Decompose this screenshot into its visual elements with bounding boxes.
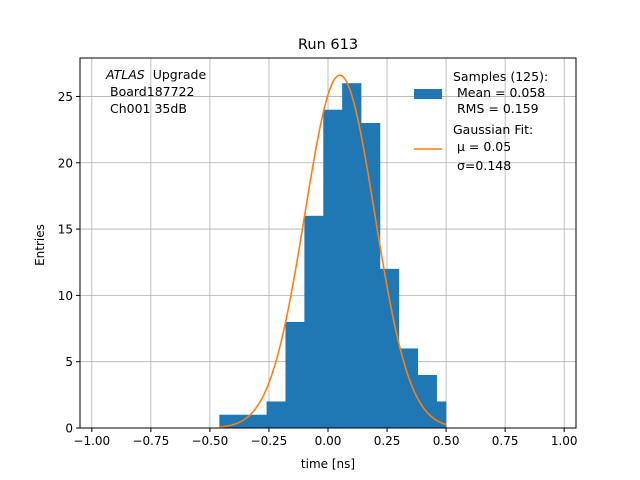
histogram-bar (379, 268, 390, 428)
y-tick-label: 15 (58, 223, 73, 237)
x-axis-label: time [ns] (301, 457, 355, 471)
legend-fit-label: Gaussian Fit: (453, 122, 533, 137)
x-tick-label: −0.25 (251, 434, 288, 448)
histogram-bar (294, 321, 305, 428)
axis-ticks: −1.00 −0.75 −0.50 −0.25 0.00 0.25 0.50 0.75 1.00… (58, 90, 578, 448)
y-tick-label: 10 (58, 289, 73, 303)
x-tick-label: 0.25 (374, 434, 401, 448)
histogram-bar (257, 414, 267, 428)
x-tick-label: 1.00 (551, 434, 578, 448)
histogram-bar (285, 321, 296, 428)
upgrade-label: Upgrade (153, 67, 207, 82)
histogram-bar (342, 83, 352, 428)
legend-fit-sigma: σ=0.148 (457, 158, 511, 173)
histogram-bar (398, 348, 409, 428)
histogram-bar (361, 122, 371, 428)
histogram-bar (313, 215, 324, 428)
y-tick-label: 0 (65, 422, 73, 436)
histogram-bar (238, 414, 248, 428)
histogram-bar (304, 215, 315, 428)
histogram-bar (323, 109, 334, 428)
histogram-bar (417, 374, 428, 428)
histogram-bar (427, 374, 437, 428)
channel-label: Ch001 35dB (110, 101, 187, 116)
histogram-bar (332, 109, 343, 428)
x-tick-label: 0.50 (433, 434, 460, 448)
fit-curve (219, 74, 447, 428)
x-tick-label: −0.50 (192, 434, 229, 448)
x-tick-label: −1.00 (73, 434, 110, 448)
y-axis-label: Entries (33, 224, 47, 266)
y-tick-label: 5 (65, 355, 73, 369)
svg-text:ATLAS Upgrade: ATLAS Upgrade (105, 67, 206, 82)
histogram-bar (389, 268, 400, 428)
y-tick-label: 20 (58, 156, 73, 170)
histogram-bar (276, 401, 286, 428)
legend-histogram-mean: Mean = 0.058 (457, 85, 545, 100)
histogram-bar (228, 414, 239, 428)
x-tick-label: −0.75 (132, 434, 169, 448)
histogram-bar (247, 414, 258, 428)
x-tick-label: 0.00 (315, 434, 342, 448)
histogram-bar (219, 414, 230, 428)
atlas-label: ATLAS (105, 67, 145, 82)
histogram-bar (370, 122, 381, 428)
y-tick-label: 25 (58, 90, 73, 104)
legend-fit-mu: μ = 0.05 (457, 139, 511, 154)
gaussian-fit (219, 74, 447, 428)
x-tick-label: 0.75 (492, 434, 519, 448)
legend-histogram-swatch (414, 89, 442, 99)
histogram-bar (351, 83, 362, 428)
legend-histogram-rms: RMS = 0.159 (457, 101, 539, 116)
histogram-bar (266, 401, 277, 428)
legend: Samples (125): Mean = 0.058 RMS = 0.159 … (414, 69, 548, 173)
legend-histogram-label: Samples (125): (453, 69, 548, 84)
board-label: Board187722 (110, 84, 194, 99)
histogram-bar (436, 401, 447, 428)
atlas-annotation: ATLAS Upgrade Board187722 Ch001 35dB (105, 67, 206, 116)
chart-title: Run 613 (298, 37, 358, 53)
